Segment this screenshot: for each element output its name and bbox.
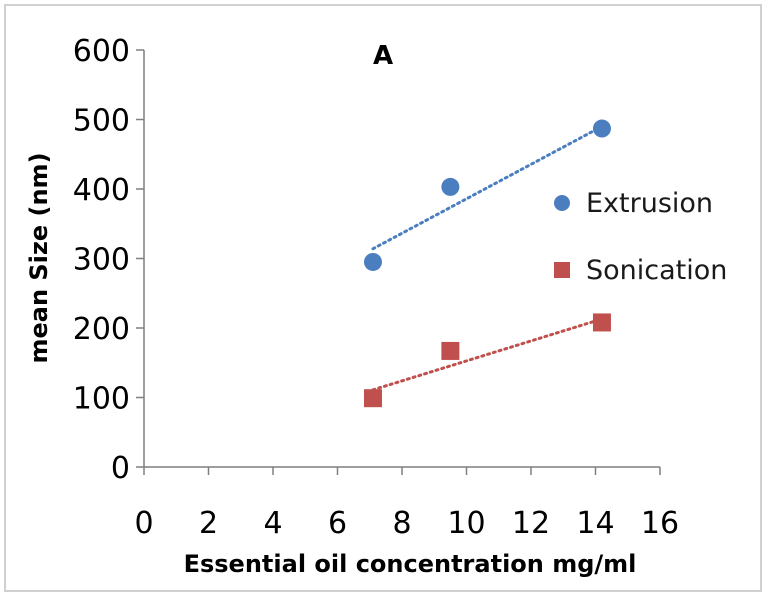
point-extrusion <box>592 119 611 138</box>
point-extrusion <box>441 177 460 196</box>
y-axis-title: mean Size (nm) <box>25 152 53 363</box>
axes <box>143 50 660 468</box>
data-points <box>363 119 611 408</box>
x-tick-label: 14 <box>576 506 614 541</box>
legend-label-sonication: Sonication <box>586 255 727 286</box>
point-sonication <box>592 313 611 332</box>
x-tick-label: 6 <box>328 506 347 541</box>
x-tick-label: 4 <box>263 506 282 541</box>
legend-label-extrusion: Extrusion <box>586 188 713 219</box>
point-sonication <box>363 389 382 408</box>
legend-marker-sonication <box>554 262 570 278</box>
trendlines <box>371 124 604 392</box>
y-tick-label: 100 <box>73 382 130 417</box>
y-tick-label: 500 <box>73 104 130 139</box>
y-axis-ticks: 0 100 200 300 400 500 600 <box>73 34 144 486</box>
y-tick-label: 200 <box>73 312 130 347</box>
y-tick-label: 400 <box>73 173 130 208</box>
x-tick-label: 16 <box>641 506 679 541</box>
x-tick-label: 10 <box>447 506 485 541</box>
trendline-sonication <box>371 317 604 392</box>
y-tick-label: 600 <box>73 34 130 69</box>
x-tick-label: 12 <box>512 506 550 541</box>
x-axis-title: Essential oil concentration mg/ml <box>184 550 637 578</box>
x-tick-label: 0 <box>134 506 153 541</box>
x-tick-label: 2 <box>199 506 218 541</box>
x-tick-label: 8 <box>392 506 411 541</box>
legend-marker-extrusion <box>554 195 570 211</box>
y-tick-label: 0 <box>111 451 130 486</box>
chart-title: A <box>373 41 393 71</box>
legend: Extrusion Sonication <box>554 188 727 286</box>
chart-frame <box>4 4 762 592</box>
y-tick-label: 300 <box>73 243 130 278</box>
trendline-extrusion <box>371 124 604 251</box>
point-extrusion <box>363 252 382 271</box>
x-axis-ticks: 0 2 4 6 8 10 12 14 16 <box>134 467 679 541</box>
point-sonication <box>441 341 460 360</box>
